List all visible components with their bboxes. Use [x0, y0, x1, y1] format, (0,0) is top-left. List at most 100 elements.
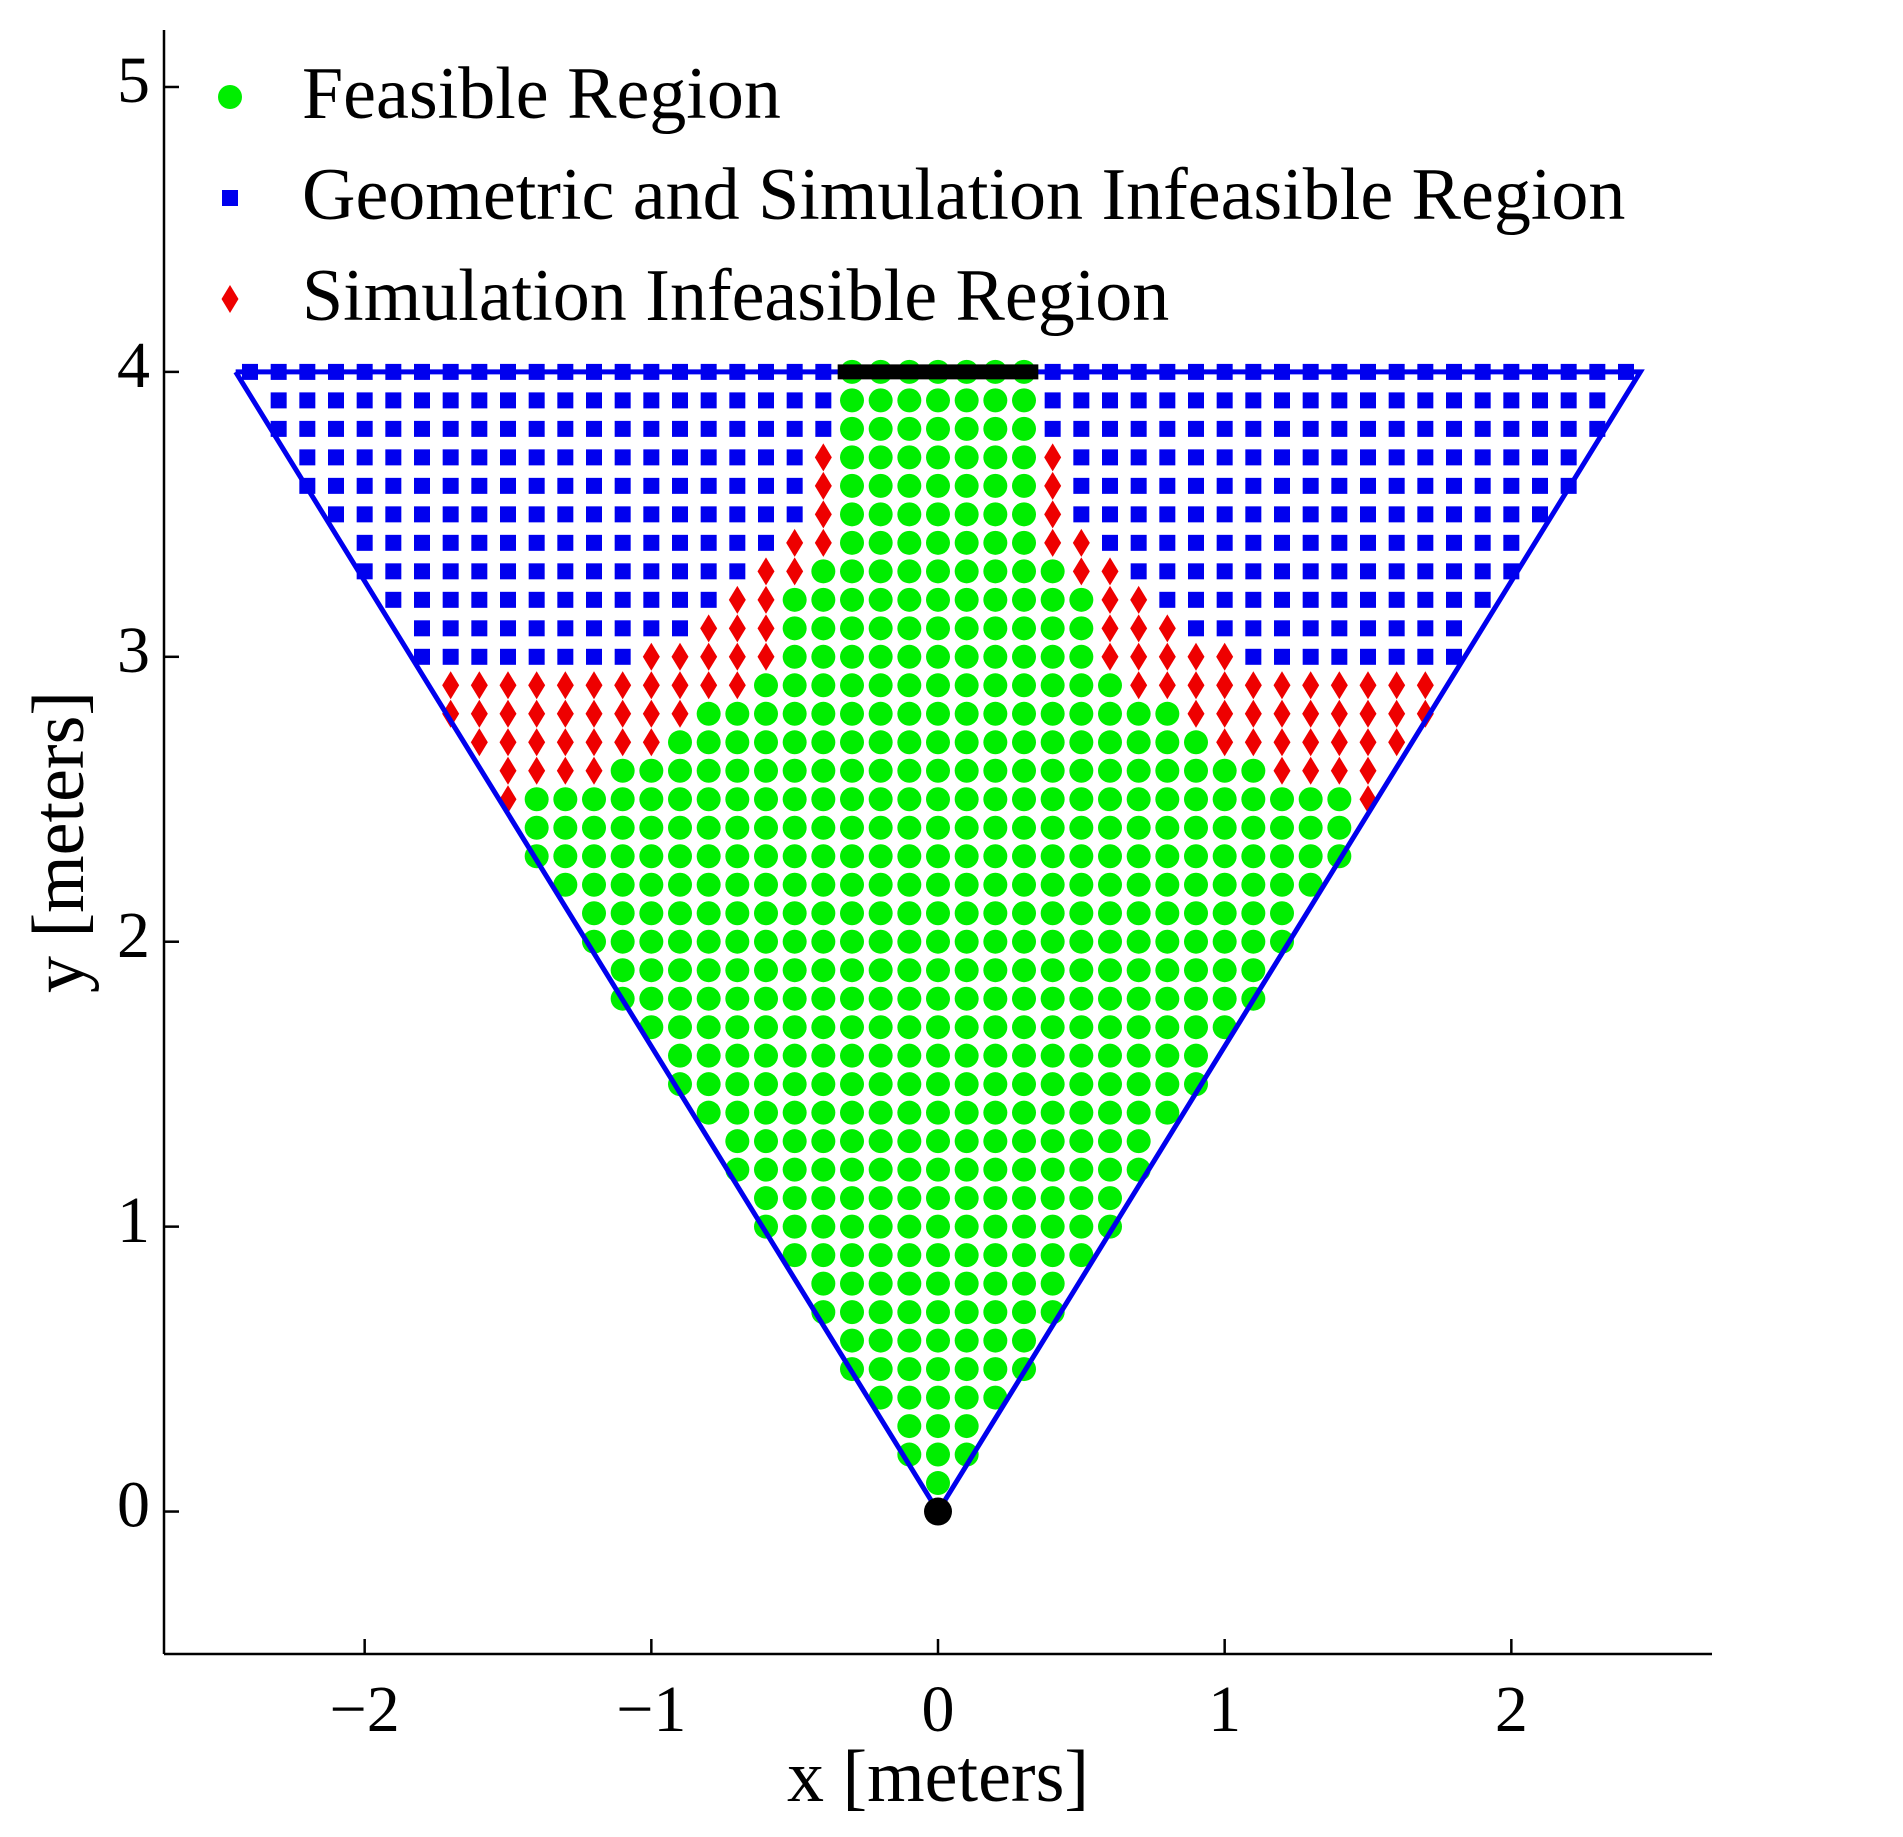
data-point: [1188, 506, 1204, 523]
data-point: [811, 872, 836, 897]
data-point: [586, 477, 602, 494]
data-point: [1012, 730, 1036, 755]
data-point: [754, 986, 778, 1011]
data-point: [1188, 477, 1204, 494]
data-point: [897, 1015, 922, 1040]
data-point: [1388, 591, 1405, 608]
data-point: [1184, 929, 1208, 954]
data-point: [897, 416, 922, 441]
data-point: [1126, 844, 1151, 869]
data-point: [414, 648, 430, 665]
data-point: [1155, 758, 1180, 783]
data-point: [528, 699, 546, 728]
data-point: [811, 958, 836, 983]
data-point: [1417, 449, 1434, 466]
legend-label: Geometric and Simulation Infeasible Regi…: [302, 154, 1625, 236]
data-point: [840, 445, 864, 470]
data-point: [868, 815, 893, 840]
data-point: [897, 1072, 922, 1097]
data-point: [868, 986, 893, 1011]
data-point: [1012, 1328, 1036, 1353]
data-point: [782, 872, 807, 897]
data-point: [868, 1043, 893, 1068]
data-point: [758, 477, 774, 494]
data-point: [356, 420, 373, 437]
data-point: [1241, 872, 1266, 897]
data-point: [954, 1129, 979, 1154]
data-point: [1212, 815, 1237, 840]
data-point: [643, 591, 660, 608]
data-point: [1098, 872, 1122, 897]
data-point: [442, 648, 459, 665]
data-point: [1155, 872, 1180, 897]
data-point: [610, 815, 635, 840]
data-point: [1012, 1300, 1036, 1325]
data-point: [954, 787, 979, 812]
data-point: [1098, 1043, 1122, 1068]
data-point: [414, 534, 430, 551]
data-point: [1126, 958, 1151, 983]
data-point: [868, 1243, 893, 1268]
data-point: [1298, 872, 1323, 897]
data-point: [954, 1243, 979, 1268]
data-point: [1212, 929, 1237, 954]
data-point: [1130, 585, 1148, 614]
data-point: [897, 502, 922, 527]
data-point: [782, 730, 807, 755]
data-point: [553, 787, 578, 812]
data-point: [782, 1186, 807, 1211]
data-point: [1302, 477, 1319, 494]
data-point: [671, 671, 689, 700]
data-point: [1245, 392, 1262, 409]
data-point: [811, 1214, 836, 1239]
data-point: [639, 787, 664, 812]
data-point: [1241, 758, 1266, 783]
data-point: [500, 392, 516, 409]
data-point: [414, 477, 430, 494]
data-point: [1155, 958, 1180, 983]
data-point: [926, 1186, 950, 1211]
data-point: [528, 506, 545, 523]
data-point: [782, 901, 807, 926]
data-point: [528, 648, 545, 665]
data-point: [500, 534, 516, 551]
data-point: [868, 445, 893, 470]
data-point: [811, 1015, 836, 1040]
data-point: [414, 620, 430, 637]
data-point: [1012, 701, 1036, 726]
data-point: [1474, 420, 1491, 437]
data-point: [1446, 477, 1462, 494]
data-point: [782, 1100, 807, 1125]
data-point: [729, 392, 746, 409]
data-point: [815, 392, 832, 409]
data-point: [1188, 420, 1204, 437]
data-point: [926, 1442, 950, 1467]
data-point: [1126, 872, 1151, 897]
data-point: [696, 701, 721, 726]
data-point: [782, 815, 807, 840]
data-point: [442, 477, 459, 494]
data-point: [696, 929, 721, 954]
data-point: [1069, 587, 1094, 612]
data-point: [700, 614, 718, 643]
data-point: [556, 671, 574, 700]
data-point: [926, 673, 950, 698]
data-point: [811, 1271, 836, 1296]
data-point: [528, 563, 545, 580]
data-point: [1302, 392, 1319, 409]
data-point: [782, 701, 807, 726]
data-point: [1012, 473, 1036, 498]
data-point: [471, 534, 488, 551]
data-point: [1245, 620, 1262, 637]
data-point: [840, 986, 864, 1011]
data-point: [868, 644, 893, 669]
data-point: [643, 534, 660, 551]
data-point: [1040, 1129, 1065, 1154]
data-point: [1274, 620, 1290, 637]
data-point: [897, 1328, 922, 1353]
data-point: [782, 1157, 807, 1182]
data-point: [814, 471, 832, 500]
data-point: [1130, 477, 1147, 494]
data-point: [1155, 1015, 1180, 1040]
data-point: [840, 844, 864, 869]
